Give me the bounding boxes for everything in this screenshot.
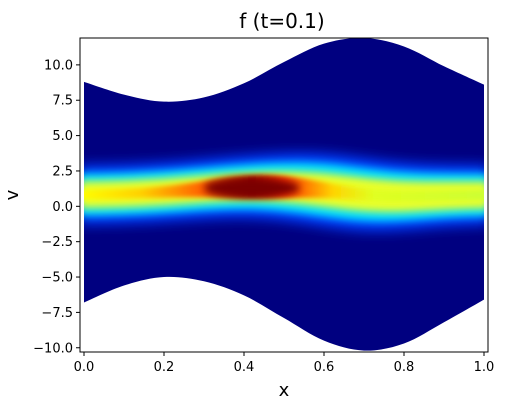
y-tick-label: 10.0 (44, 58, 73, 73)
density-field (84, 153, 484, 232)
y-tick-label: 7.5 (52, 94, 73, 109)
plot-area (84, 38, 484, 351)
y-tick-label: 2.5 (52, 164, 73, 179)
y-axis: −10.0 −7.5 −5.0 −2.5 0.0 2.5 5.0 7.5 10.0 (33, 58, 80, 356)
plot-frame (79, 37, 489, 353)
x-tick-label: 0.4 (234, 360, 255, 375)
y-tick-label: −7.5 (41, 306, 73, 321)
x-tick-label: 1.0 (474, 360, 495, 375)
x-axis: 0.0 0.2 0.4 0.6 0.8 1.0 (74, 352, 495, 375)
x-tick-label: 0.2 (154, 360, 175, 375)
x-axis-label: x (279, 380, 290, 401)
x-tick-label: 0.6 (314, 360, 335, 375)
y-tick-label: −10.0 (33, 341, 73, 356)
y-tick-label: 0.0 (52, 200, 73, 215)
chart-title: f (t=0.1) (239, 9, 324, 33)
x-tick-label: 0.0 (74, 360, 95, 375)
y-tick-label: −2.5 (41, 235, 73, 250)
y-tick-label: −5.0 (41, 271, 73, 286)
y-tick-label: 5.0 (52, 129, 73, 144)
x-tick-label: 0.8 (394, 360, 415, 375)
density-peak (204, 178, 300, 198)
y-axis-label: v (2, 189, 23, 200)
